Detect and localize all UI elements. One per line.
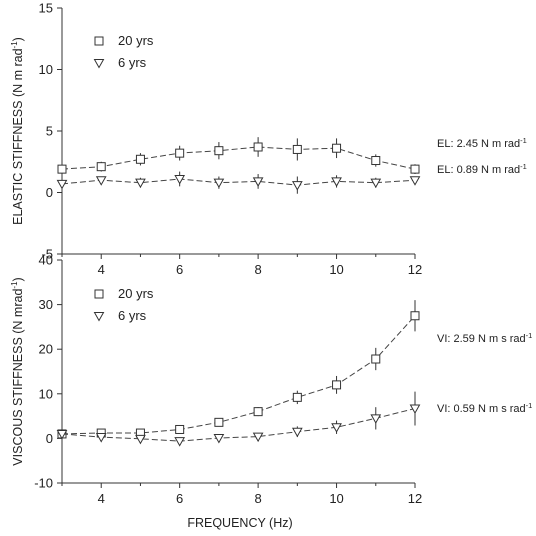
series-20-yrs	[57, 137, 420, 175]
data-point	[292, 144, 302, 154]
series-6-yrs	[56, 171, 421, 194]
x-tick-label: 6	[176, 262, 183, 277]
viscous-stiffness-panel: -10 0 10 20 30 40 4 6 8 10 12 VISCOUS STIFFNESS (N …	[10, 253, 532, 507]
data-point	[332, 143, 342, 153]
x-tick-label: 8	[254, 262, 261, 277]
y-tick-label: 5	[46, 124, 53, 139]
data-point	[253, 407, 263, 417]
data-point	[291, 181, 303, 191]
data-point	[291, 427, 303, 438]
data-point	[213, 433, 225, 444]
elastic-stiffness-panel: -5 0 5 10 15 4 6 8 10 12 ELASTIC STIFFNESS (N m ra…	[10, 1, 527, 278]
data-point	[96, 162, 106, 172]
data-point	[175, 424, 185, 434]
series-line	[61, 178, 416, 186]
y-tick-label: 10	[39, 62, 53, 77]
data-point	[253, 142, 263, 152]
data-point	[409, 404, 421, 415]
x-tick-label: 12	[408, 262, 422, 277]
y-tick-label: 20	[39, 342, 53, 357]
series-6-yrs	[56, 391, 421, 447]
x-tick-label: 12	[408, 491, 422, 506]
data-point	[174, 437, 186, 447]
y-tick-label: -5	[41, 247, 53, 262]
y-tick-label: 15	[39, 1, 53, 16]
data-point	[410, 311, 420, 321]
legend-marker	[94, 36, 104, 46]
x-tick-label: 6	[176, 491, 183, 506]
data-point	[370, 178, 382, 189]
legend-label: 6 yrs	[118, 308, 147, 323]
y-tick-label: 10	[39, 386, 53, 401]
series-annotation: VI: 2.59 N m s rad-1	[437, 331, 532, 345]
y-tick-label: 40	[39, 253, 53, 268]
series-line	[61, 146, 416, 170]
data-point	[135, 154, 145, 164]
data-point	[331, 177, 342, 187]
legend-label: 6 yrs	[118, 55, 147, 70]
x-tick-label: 8	[254, 491, 261, 506]
x-tick-label: 4	[98, 491, 105, 506]
series-line	[61, 315, 416, 435]
y-tick-label: 30	[39, 297, 53, 312]
data-point	[214, 417, 224, 427]
data-point	[95, 433, 107, 443]
y-tick-label: 0	[46, 185, 53, 200]
series-annotation: EL: 0.89 N m rad-1	[437, 162, 527, 176]
data-point	[371, 354, 381, 364]
data-point	[252, 177, 264, 187]
legend-marker	[93, 312, 105, 322]
x-axis-title: FREQUENCY (Hz)	[187, 516, 292, 530]
x-tick-label: 4	[98, 262, 105, 277]
series-20-yrs	[57, 300, 420, 439]
data-point	[370, 414, 382, 424]
legend-marker	[94, 289, 104, 299]
data-point	[135, 434, 146, 445]
data-point	[95, 176, 107, 186]
series-annotation: VI: 0.59 N m s rad-1	[437, 401, 532, 415]
data-point	[56, 429, 68, 440]
data-point	[371, 156, 381, 166]
y-axis-title: VISCOUS STIFFNESS (N mrad-1)	[10, 277, 25, 465]
series-line	[61, 408, 416, 442]
data-point	[213, 178, 225, 189]
x-tick-label: 10	[329, 262, 343, 277]
data-point	[57, 164, 67, 174]
data-point	[135, 178, 146, 189]
legend-label: 20 yrs	[118, 286, 154, 301]
data-point	[331, 423, 342, 433]
data-point	[175, 148, 185, 158]
y-tick-label: 0	[46, 431, 53, 446]
y-axis-title: ELASTIC STIFFNESS (N m rad-1)	[10, 37, 25, 225]
data-point	[252, 432, 264, 443]
data-point	[410, 164, 420, 174]
data-point	[409, 176, 421, 186]
x-tick-label: 10	[329, 491, 343, 506]
legend-label: 20 yrs	[118, 33, 154, 48]
y-tick-label: -10	[34, 476, 53, 491]
data-point	[332, 380, 342, 390]
legend-marker	[93, 59, 105, 69]
data-point	[214, 146, 224, 156]
data-point	[292, 392, 302, 402]
data-point	[174, 174, 186, 185]
data-point	[56, 179, 68, 190]
series-annotation: EL: 2.45 N m rad-1	[437, 136, 527, 150]
